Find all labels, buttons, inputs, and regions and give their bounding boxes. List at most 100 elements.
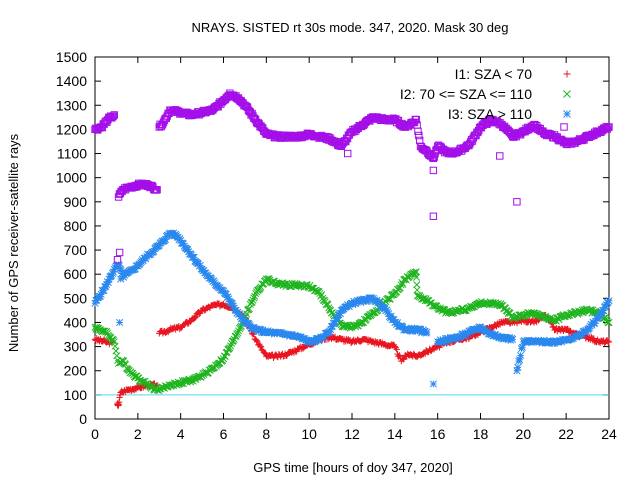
series-3-point — [108, 113, 117, 121]
series-2-point — [376, 298, 384, 306]
series-2-point — [423, 328, 431, 336]
series-2-point — [421, 327, 429, 336]
series-2-point — [586, 322, 594, 330]
series-2-point — [517, 351, 525, 360]
y-tick-label: 100 — [64, 387, 88, 403]
x-tick-label: 2 — [134, 426, 142, 442]
series-1-point — [586, 306, 594, 314]
series-2-point — [345, 303, 353, 311]
series-0-point — [392, 344, 399, 351]
legend-label: I2: 70 <= SZA <= 110 — [400, 86, 532, 102]
series-1-point — [526, 310, 535, 319]
series-2-point — [451, 335, 460, 343]
series-1-point — [602, 315, 610, 323]
y-tick-label: 400 — [64, 314, 88, 330]
series-1-point — [248, 298, 256, 306]
series-1-point — [413, 281, 421, 289]
y-tick-label: 500 — [64, 290, 88, 306]
outlier-point — [116, 318, 124, 327]
series-2-point — [155, 241, 163, 249]
series-2-point — [334, 314, 342, 322]
series-1-point — [250, 294, 258, 302]
series-1-point — [412, 273, 421, 281]
series-1-point — [459, 307, 468, 315]
series-2-point — [352, 298, 361, 306]
series-2-point — [225, 295, 233, 303]
series-0-point — [393, 346, 400, 353]
series-2-point — [176, 235, 184, 243]
x-tick-label: 16 — [430, 426, 446, 442]
series-2-point — [196, 261, 204, 269]
x-tick-label: 12 — [344, 426, 360, 442]
series-0-point — [192, 313, 200, 321]
series-0-point — [587, 333, 595, 341]
series-3-point — [153, 186, 161, 194]
outlier-point — [429, 212, 438, 220]
series-2-point — [184, 246, 192, 254]
series-2-point — [93, 296, 101, 304]
x-tick-label: 18 — [473, 426, 489, 442]
series-2-point — [108, 271, 116, 279]
series-1-point — [227, 342, 235, 350]
series-2-point — [605, 297, 613, 305]
series-1-point — [103, 329, 111, 337]
series-3-point — [412, 116, 420, 124]
outlier-point — [344, 149, 352, 158]
series-2-point — [115, 262, 123, 270]
y-tick-label: 0 — [79, 411, 87, 427]
series-2-point — [596, 312, 604, 320]
x-axis-label: GPS time [hours of doy 347, 2020] — [253, 460, 452, 475]
series-2-point — [418, 328, 427, 336]
series-2-point — [429, 380, 437, 388]
series-3-point — [603, 125, 611, 133]
series-2-point — [150, 247, 158, 255]
series-0-point — [256, 342, 264, 350]
x-tick-label: 6 — [220, 426, 228, 442]
x-tick-label: 24 — [601, 426, 617, 442]
outlier-point — [429, 166, 438, 175]
series-0-point — [253, 337, 260, 344]
x-tick-label: 8 — [262, 426, 270, 442]
series-3-point — [109, 112, 118, 120]
y-tick-label: 300 — [64, 339, 88, 355]
series-1-point — [186, 376, 194, 384]
y-tick-label: 800 — [64, 218, 88, 234]
series-2-point — [537, 337, 545, 346]
series-2-point — [445, 336, 453, 345]
series-2-point — [117, 266, 125, 274]
series-2-point — [120, 273, 128, 281]
series-2-point — [507, 336, 515, 344]
series-2-point — [327, 326, 335, 334]
series-2-point — [161, 235, 170, 243]
outlier-point — [113, 256, 122, 264]
series-2-point — [575, 332, 583, 340]
series-2-point — [509, 335, 517, 343]
series-0-point — [396, 352, 403, 359]
series-2-point — [224, 293, 232, 301]
x-tick-label: 14 — [387, 426, 403, 442]
series-1-point — [235, 327, 243, 335]
x-tick-label: 4 — [177, 426, 185, 442]
series-2-point — [91, 299, 99, 307]
y-tick-label: 1300 — [56, 97, 87, 113]
series-2-point — [102, 282, 110, 290]
series-2-point — [137, 257, 146, 265]
series-1-point — [234, 329, 242, 337]
series-1-point — [103, 328, 111, 336]
x-tick-label: 10 — [301, 426, 317, 442]
series-0-point — [605, 338, 613, 345]
series-2-point — [222, 290, 230, 298]
y-tick-label: 1000 — [56, 170, 87, 186]
series-2-point — [110, 265, 118, 273]
outlier-point — [496, 152, 504, 160]
legend-marker — [563, 70, 571, 78]
series-2-point — [104, 279, 112, 287]
series-2-point — [236, 310, 244, 318]
x-tick-label: 20 — [516, 426, 532, 442]
series-1-point — [410, 268, 418, 277]
axis-frame: 0 2 4 6 8 10 12 14 16 18 20 22 240100200300400500600… — [56, 49, 617, 442]
y-tick-label: 1200 — [56, 121, 87, 137]
series-1-point — [226, 344, 234, 352]
